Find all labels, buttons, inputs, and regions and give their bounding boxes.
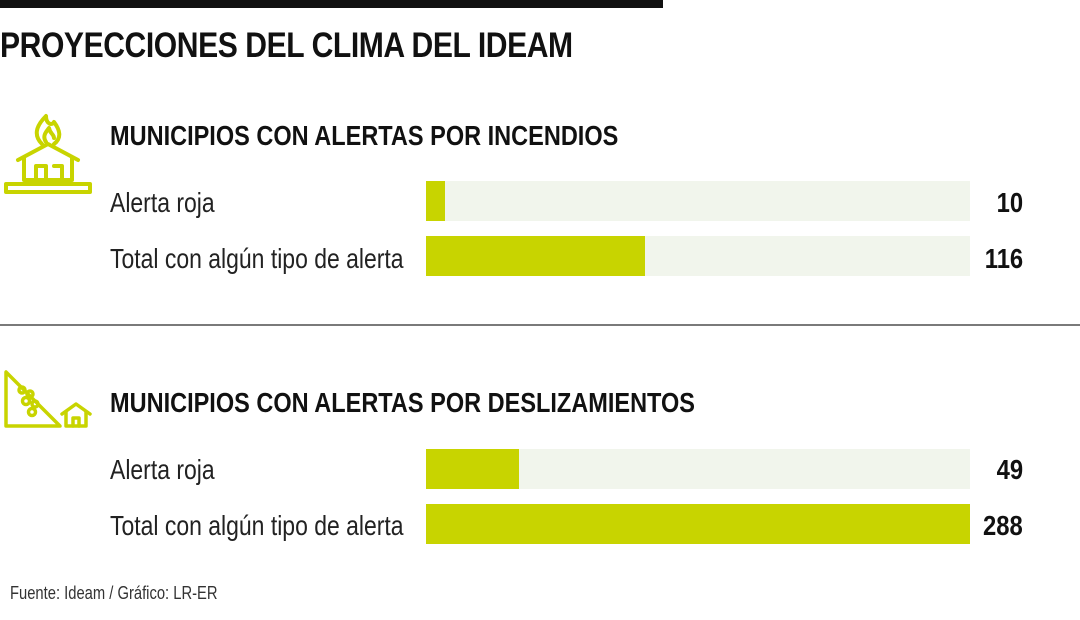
bar bbox=[426, 181, 445, 221]
bar bbox=[426, 236, 645, 276]
bar bbox=[426, 449, 519, 489]
bar-label: Alerta roja bbox=[110, 454, 215, 485]
bar-label: Alerta roja bbox=[110, 187, 215, 218]
source-note: Fuente: Ideam / Gráfico: LR-ER bbox=[10, 583, 218, 603]
bar-value-label: 49 bbox=[996, 454, 1023, 485]
bar-track bbox=[426, 449, 970, 489]
top-rule bbox=[0, 0, 663, 8]
section-title-incendios: MUNICIPIOS CON ALERTAS POR INCENDIOS bbox=[110, 120, 619, 151]
bar-track bbox=[426, 181, 970, 221]
bar-value-label: 10 bbox=[996, 187, 1023, 218]
bar-label: Total con algún tipo de alerta bbox=[110, 510, 404, 541]
fire-house-icon bbox=[4, 114, 92, 194]
bar-value-label: 116 bbox=[984, 243, 1023, 274]
bar bbox=[426, 504, 970, 544]
bar-value-label: 288 bbox=[983, 510, 1023, 541]
bar-label: Total con algún tipo de alerta bbox=[110, 243, 404, 274]
page-title: PROYECCIONES DEL CLIMA DEL IDEAM bbox=[0, 26, 573, 65]
bar-track bbox=[426, 236, 970, 276]
landslide-icon bbox=[4, 370, 92, 428]
bar-track bbox=[426, 504, 970, 544]
section-divider bbox=[0, 324, 1080, 326]
section-title-deslizamientos: MUNICIPIOS CON ALERTAS POR DESLIZAMIENTO… bbox=[110, 387, 695, 418]
